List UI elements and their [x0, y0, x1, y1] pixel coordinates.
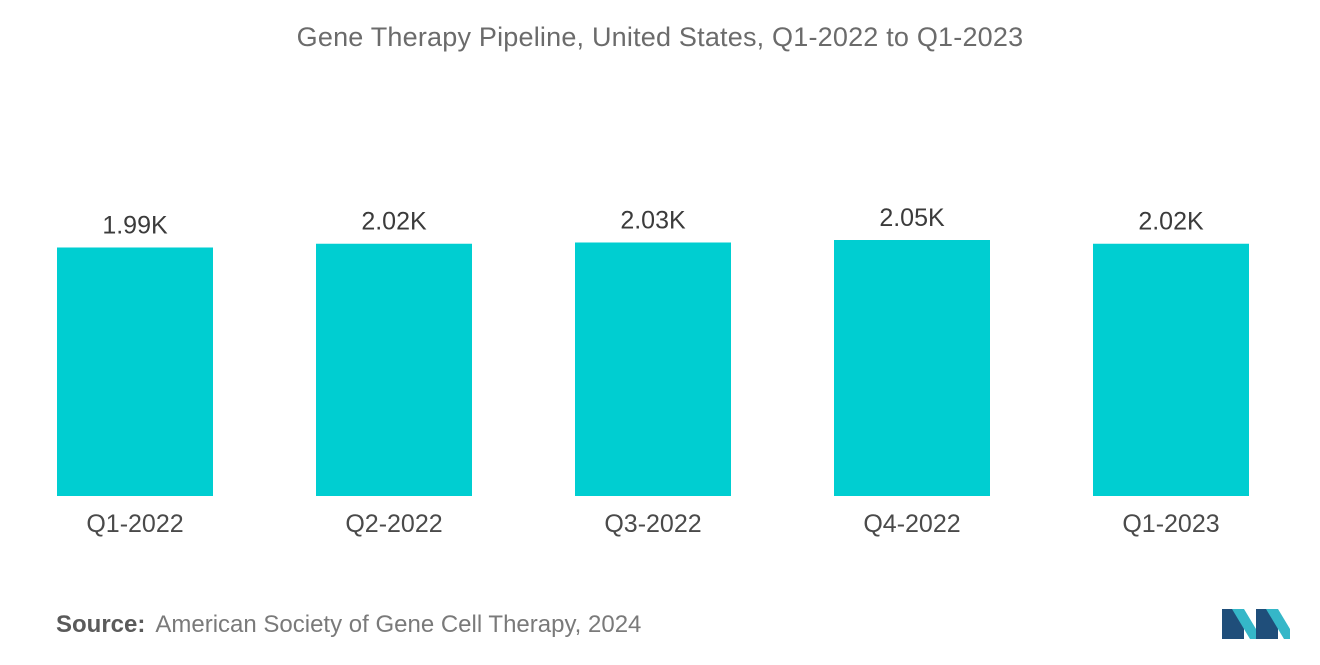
bar-q1-2022	[57, 247, 213, 496]
source-label: Source:	[56, 611, 146, 638]
data-label-q1-2022: 1.99K	[102, 211, 168, 239]
brand-logo-icon	[1222, 609, 1290, 639]
bar-q3-2022	[575, 242, 731, 496]
bar-q2-2022	[316, 243, 472, 496]
x-tick-label-q4-2022: Q4-2022	[863, 510, 960, 538]
x-tick-label-q1-2023: Q1-2023	[1122, 510, 1219, 538]
data-label-q4-2022: 2.05K	[879, 204, 945, 232]
bar-q1-2023	[1093, 243, 1249, 496]
source-text: American Society of Gene Cell Therapy, 2…	[155, 611, 642, 638]
source-note: Source: American Society of Gene Cell The…	[56, 611, 641, 639]
x-tick-label-q3-2022: Q3-2022	[604, 510, 701, 538]
data-label-q1-2023: 2.02K	[1138, 208, 1204, 236]
bar-chart: 1.99K Q1-2022 2.02K Q2-2022 2.03K Q3-2022 2.05…	[57, 204, 1249, 538]
chart-title: Gene Therapy Pipeline, United States, Q1…	[296, 22, 1024, 52]
x-tick-label-q1-2022: Q1-2022	[86, 510, 183, 538]
data-label-q3-2022: 2.03K	[620, 206, 686, 234]
x-tick-label-q2-2022: Q2-2022	[345, 510, 442, 538]
bar-q4-2022	[834, 240, 990, 496]
data-label-q2-2022: 2.02K	[361, 208, 427, 236]
